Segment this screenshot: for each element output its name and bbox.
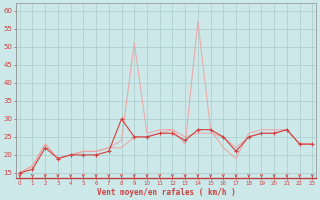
X-axis label: Vent moyen/en rafales ( km/h ): Vent moyen/en rafales ( km/h ) [97,188,236,197]
